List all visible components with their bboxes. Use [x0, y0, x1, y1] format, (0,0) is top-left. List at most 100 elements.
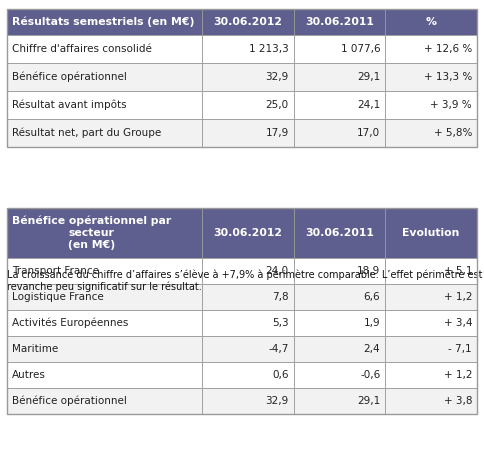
Text: + 12,6 %: + 12,6 %	[424, 44, 472, 54]
Bar	[7, 284, 202, 310]
Text: Chiffre d'affaires consolidé: Chiffre d'affaires consolidé	[12, 44, 152, 54]
Bar	[7, 119, 202, 147]
Bar	[7, 9, 202, 35]
Bar	[294, 208, 385, 258]
Bar	[294, 35, 385, 63]
Text: - 7,1: - 7,1	[448, 344, 472, 354]
Text: Résultats semestriels (en M€): Résultats semestriels (en M€)	[12, 17, 195, 27]
Text: + 3,9 %: + 3,9 %	[430, 100, 472, 110]
Bar	[294, 91, 385, 119]
Bar	[294, 258, 385, 284]
Bar	[294, 336, 385, 362]
Text: + 5,8%: + 5,8%	[434, 128, 472, 138]
Bar	[385, 35, 477, 63]
Text: 1,9: 1,9	[363, 318, 380, 328]
Bar	[202, 91, 294, 119]
Bar	[385, 119, 477, 147]
Text: Transport France: Transport France	[12, 266, 99, 276]
Bar	[202, 284, 294, 310]
Bar	[7, 35, 202, 63]
Text: 30.06.2011: 30.06.2011	[305, 17, 374, 27]
Bar	[202, 336, 294, 362]
Text: 0,6: 0,6	[272, 370, 288, 380]
Text: 1 077,6: 1 077,6	[341, 44, 380, 54]
Text: + 3,8: + 3,8	[443, 396, 472, 406]
Text: 6,6: 6,6	[363, 292, 380, 302]
Bar	[7, 208, 477, 414]
Bar	[202, 208, 294, 258]
Text: + 3,4: + 3,4	[443, 318, 472, 328]
Text: 29,1: 29,1	[357, 72, 380, 82]
Bar	[294, 9, 385, 35]
Text: -0,6: -0,6	[360, 370, 380, 380]
Text: 30.06.2012: 30.06.2012	[213, 17, 282, 27]
Text: 25,0: 25,0	[266, 100, 288, 110]
Bar	[385, 258, 477, 284]
Text: + 5,1: + 5,1	[443, 266, 472, 276]
Bar	[385, 284, 477, 310]
Text: Résultat net, part du Groupe: Résultat net, part du Groupe	[12, 128, 161, 138]
Bar	[7, 388, 202, 414]
Bar	[294, 63, 385, 91]
Text: Autres: Autres	[12, 370, 46, 380]
Bar	[7, 258, 202, 284]
Bar	[202, 119, 294, 147]
Text: Bénéfice opérationnel par
secteur
(en M€): Bénéfice opérationnel par secteur (en M€…	[12, 216, 171, 250]
Text: + 13,3 %: + 13,3 %	[424, 72, 472, 82]
Bar	[385, 208, 477, 258]
Text: Résultat avant impôts: Résultat avant impôts	[12, 100, 127, 110]
Bar	[7, 9, 477, 147]
Text: Bénéfice opérationnel: Bénéfice opérationnel	[12, 72, 127, 82]
Bar	[385, 336, 477, 362]
Bar	[202, 63, 294, 91]
Bar	[294, 119, 385, 147]
Text: La croissance du chiffre d’affaires s’élève à +7,9% à périmètre comparable. L’ef: La croissance du chiffre d’affaires s’él…	[7, 270, 484, 280]
Text: 32,9: 32,9	[265, 72, 288, 82]
Bar	[294, 284, 385, 310]
Text: 30.06.2011: 30.06.2011	[305, 228, 374, 238]
Bar	[7, 91, 202, 119]
Text: 2,4: 2,4	[363, 344, 380, 354]
Bar	[202, 35, 294, 63]
Text: + 1,2: + 1,2	[443, 370, 472, 380]
Text: 1 213,3: 1 213,3	[249, 44, 288, 54]
Text: 30.06.2012: 30.06.2012	[213, 228, 282, 238]
Bar	[202, 9, 294, 35]
Bar	[294, 310, 385, 336]
Text: 17,9: 17,9	[265, 128, 288, 138]
Text: 24,1: 24,1	[357, 100, 380, 110]
Bar	[7, 336, 202, 362]
Bar	[385, 91, 477, 119]
Bar	[385, 362, 477, 388]
Text: 32,9: 32,9	[265, 396, 288, 406]
Text: + 1,2: + 1,2	[443, 292, 472, 302]
Text: %: %	[425, 17, 437, 27]
Text: 18,9: 18,9	[357, 266, 380, 276]
Bar	[385, 9, 477, 35]
Bar	[385, 63, 477, 91]
Bar	[385, 388, 477, 414]
Bar	[202, 310, 294, 336]
Text: Evolution: Evolution	[403, 228, 460, 238]
Text: -4,7: -4,7	[268, 344, 288, 354]
Bar	[202, 362, 294, 388]
Bar	[7, 310, 202, 336]
Text: Logistique France: Logistique France	[12, 292, 104, 302]
Text: revanche peu significatif sur le résultat.: revanche peu significatif sur le résulta…	[7, 282, 202, 293]
Bar	[7, 63, 202, 91]
Text: 5,3: 5,3	[272, 318, 288, 328]
Bar	[385, 310, 477, 336]
Text: Maritime: Maritime	[12, 344, 58, 354]
Bar	[294, 388, 385, 414]
Bar	[7, 362, 202, 388]
Text: Bénéfice opérationnel: Bénéfice opérationnel	[12, 396, 127, 406]
Text: 7,8: 7,8	[272, 292, 288, 302]
Text: 17,0: 17,0	[357, 128, 380, 138]
Text: 24,0: 24,0	[266, 266, 288, 276]
Text: Activités Européennes: Activités Européennes	[12, 318, 128, 328]
Bar	[7, 208, 202, 258]
Bar	[294, 362, 385, 388]
Bar	[202, 258, 294, 284]
Text: 29,1: 29,1	[357, 396, 380, 406]
Bar	[202, 388, 294, 414]
